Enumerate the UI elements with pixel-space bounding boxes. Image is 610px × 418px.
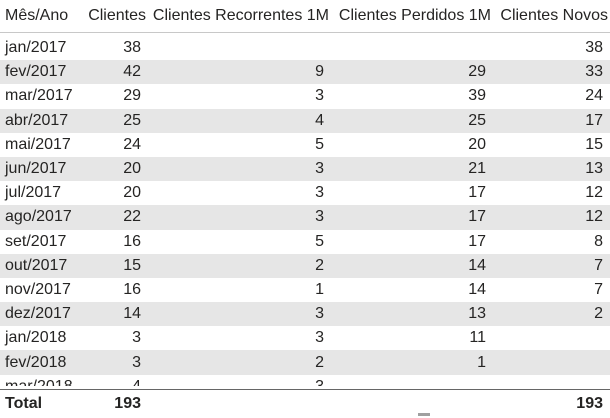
table-row[interactable]: mar/2017 29 3 39 24 bbox=[0, 84, 610, 108]
cell-novos: 8 bbox=[594, 232, 603, 250]
table-row[interactable]: mai/2017 24 5 20 15 bbox=[0, 133, 610, 157]
horizontal-scrollbar[interactable] bbox=[418, 413, 430, 416]
cell-clientes: 14 bbox=[123, 305, 141, 323]
cell-mes-ano: mar/2018 bbox=[0, 378, 79, 386]
cell-mes-ano: abr/2017 bbox=[5, 111, 69, 129]
cell-perdidos: 39 bbox=[468, 87, 486, 105]
table-header: Mês/Ano Clientes Clientes Recorrentes 1M… bbox=[0, 0, 610, 33]
cell-clientes: 42 bbox=[123, 63, 141, 81]
cell-mes-ano: jun/2017 bbox=[5, 160, 67, 178]
cell-perdidos: 14 bbox=[468, 280, 486, 298]
cell-clientes: 3 bbox=[132, 329, 141, 347]
cell-perdidos: 17 bbox=[468, 232, 486, 250]
cell-clientes: 20 bbox=[123, 160, 141, 178]
cell-perdidos: 14 bbox=[468, 256, 486, 274]
cell-mes-ano: ago/2017 bbox=[5, 208, 72, 226]
table-row[interactable]: dez/2017 14 3 13 2 bbox=[0, 302, 610, 327]
table-total-row: Total 193 193 bbox=[0, 389, 610, 418]
cell-clientes: 29 bbox=[123, 87, 141, 105]
cell-recorrentes: 1 bbox=[315, 280, 324, 298]
cell-perdidos: 11 bbox=[469, 329, 486, 347]
total-label: Total bbox=[5, 395, 43, 412]
cell-mes-ano: jan/2017 bbox=[5, 39, 67, 57]
cell-clientes: 3 bbox=[132, 353, 141, 371]
cell-recorrentes: 5 bbox=[315, 232, 324, 250]
cell-novos: 7 bbox=[594, 280, 603, 298]
cell-clientes: 24 bbox=[123, 135, 141, 153]
cell-clientes: 22 bbox=[123, 208, 141, 226]
cell-novos: 13 bbox=[585, 160, 603, 178]
table-row[interactable]: out/2017 15 2 14 7 bbox=[0, 253, 610, 278]
cell-novos: 15 bbox=[585, 135, 603, 153]
table-row[interactable]: jun/2017 20 3 21 13 bbox=[0, 156, 610, 182]
cell-novos: 38 bbox=[585, 39, 603, 57]
cell-perdidos: 17 bbox=[468, 208, 486, 226]
cell-mes-ano: mai/2017 bbox=[5, 135, 71, 153]
table-body[interactable]: jan/2017 38 38 fev/2017 42 9 29 33 mar/2017 29 3 39… bbox=[0, 36, 610, 386]
cell-novos: 24 bbox=[585, 87, 603, 105]
cell-recorrentes: 3 bbox=[315, 329, 324, 347]
cell-recorrentes: 2 bbox=[315, 256, 324, 274]
table-row[interactable]: jan/2017 38 38 bbox=[0, 36, 610, 60]
cell-clientes: 15 bbox=[123, 256, 141, 274]
header-clientes-recorrentes[interactable]: Clientes Recorrentes 1M bbox=[152, 7, 329, 24]
cell-recorrentes: 3 bbox=[315, 184, 324, 202]
cell-recorrentes: 3 bbox=[315, 208, 324, 226]
header-mes-ano[interactable]: Mês/Ano bbox=[5, 7, 69, 24]
cell-clientes: 20 bbox=[123, 184, 141, 202]
table-row[interactable]: jan/2018 3 3 11 bbox=[0, 326, 610, 350]
cell-recorrentes: 3 bbox=[315, 305, 324, 323]
cell-perdidos: 1 bbox=[477, 353, 486, 371]
cell-mes-ano: nov/2017 bbox=[5, 280, 71, 298]
cell-perdidos: 25 bbox=[468, 111, 486, 129]
cell-mes-ano: jul/2017 bbox=[5, 184, 62, 202]
cell-clientes: 16 bbox=[123, 232, 141, 250]
table-row[interactable]: mar/201843 bbox=[0, 375, 610, 386]
cell-novos: 17 bbox=[585, 111, 603, 129]
cell-clientes: 25 bbox=[123, 111, 141, 129]
table-row[interactable]: jul/2017 20 3 17 12 bbox=[0, 181, 610, 205]
table-row[interactable]: fev/2017 42 9 29 33 bbox=[0, 60, 610, 85]
cell-recorrentes: 2 bbox=[315, 353, 324, 371]
total-clientes: 193 bbox=[114, 395, 141, 412]
cell-novos: 33 bbox=[585, 63, 603, 81]
table-row[interactable]: set/2017 16 5 17 8 bbox=[0, 230, 610, 254]
cell-clientes: 16 bbox=[123, 280, 141, 298]
cell-mes-ano: jan/2018 bbox=[5, 329, 67, 347]
cell-mes-ano: set/2017 bbox=[5, 232, 67, 250]
cell-recorrentes: 9 bbox=[315, 63, 324, 81]
table-row[interactable]: ago/2017 22 3 17 12 bbox=[0, 205, 610, 230]
cell-perdidos: 13 bbox=[468, 305, 486, 323]
header-clientes[interactable]: Clientes bbox=[88, 7, 146, 24]
cell-perdidos: 29 bbox=[468, 63, 486, 81]
cell-perdidos: 21 bbox=[468, 160, 486, 178]
cell-novos: 2 bbox=[594, 305, 603, 323]
cell-mes-ano: out/2017 bbox=[5, 256, 68, 274]
cell-novos: 12 bbox=[585, 184, 603, 202]
cell-recorrentes: 5 bbox=[315, 135, 324, 153]
table-row[interactable]: abr/2017 25 4 25 17 bbox=[0, 108, 610, 133]
cell-clientes: 4 bbox=[79, 378, 148, 386]
table-row[interactable]: fev/2018 3 2 1 bbox=[0, 350, 610, 375]
header-clientes-perdidos[interactable]: Clientes Perdidos 1M bbox=[338, 7, 491, 24]
cell-recorrentes: 3 bbox=[148, 378, 331, 386]
cell-novos: 7 bbox=[594, 256, 603, 274]
table-row[interactable]: nov/2017 16 1 14 7 bbox=[0, 278, 610, 302]
cell-recorrentes: 3 bbox=[315, 160, 324, 178]
cell-mes-ano: fev/2017 bbox=[5, 63, 67, 81]
header-clientes-novos[interactable]: Clientes Novos bbox=[500, 7, 608, 24]
cell-clientes: 38 bbox=[123, 39, 141, 57]
cell-recorrentes: 4 bbox=[315, 111, 324, 129]
cell-novos: 12 bbox=[585, 208, 603, 226]
cell-recorrentes: 3 bbox=[315, 87, 324, 105]
total-novos: 193 bbox=[576, 395, 603, 412]
cell-perdidos: 17 bbox=[468, 184, 486, 202]
cell-perdidos: 20 bbox=[468, 135, 486, 153]
cell-mes-ano: fev/2018 bbox=[5, 353, 67, 371]
cell-mes-ano: dez/2017 bbox=[5, 305, 71, 323]
cell-mes-ano: mar/2017 bbox=[5, 87, 73, 105]
